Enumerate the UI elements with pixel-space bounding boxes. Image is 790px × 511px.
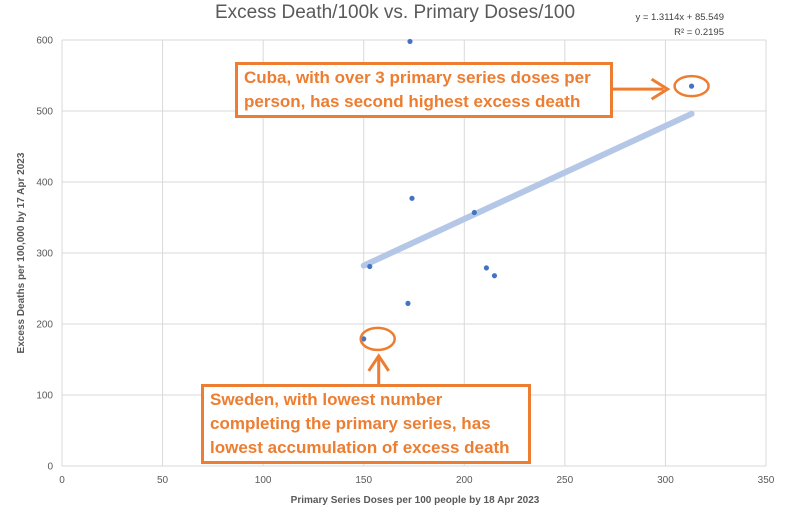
y-tick-label: 200: [36, 320, 53, 331]
y-tick-label: 300: [36, 249, 53, 260]
x-tick-label: 350: [758, 475, 775, 486]
arrow-head-cuba: [650, 77, 671, 101]
y-tick-label: 500: [36, 107, 53, 118]
y-axis-ticks: 0 100 200 300 400 500 600: [36, 36, 53, 473]
x-tick-label: 200: [456, 475, 473, 486]
x-tick-label: 0: [59, 475, 65, 486]
x-axis-ticks: 0 50 100 150 200 250 300 350: [59, 475, 775, 486]
highlight-ellipse-sweden: [359, 326, 396, 352]
trendline: [360, 110, 695, 269]
highlight-ellipse-cuba: [673, 74, 710, 98]
highlight-ellipses: [359, 74, 710, 352]
callout-cuba: Cuba, with over 3 primary series doses p…: [235, 62, 613, 118]
chart-title: Excess Death/100k vs. Primary Doses/100: [215, 2, 575, 23]
data-point: [688, 83, 695, 89]
callout-sweden: Sweden, with lowest number completing th…: [201, 384, 531, 464]
data-point: [407, 38, 413, 45]
annotation-arrows: [367, 77, 671, 384]
x-tick-label: 150: [355, 475, 372, 486]
data-point: [367, 263, 373, 270]
x-tick-label: 300: [657, 475, 674, 486]
x-tick-label: 250: [557, 475, 574, 486]
data-point: [361, 336, 367, 342]
y-tick-label: 0: [47, 462, 53, 473]
x-tick-label: 50: [157, 475, 169, 486]
y-tick-label: 100: [36, 391, 53, 402]
y-axis-label: Excess Deaths per 100,000 by 17 Apr 2023: [16, 152, 27, 353]
y-tick-label: 600: [36, 36, 53, 47]
x-axis-label: Primary Series Doses per 100 people by 1…: [291, 495, 540, 506]
data-point: [491, 273, 498, 279]
y-tick-label: 400: [36, 178, 53, 189]
trendline-r-squared: R² = 0.2195: [674, 27, 724, 38]
data-point: [483, 265, 490, 271]
trendline-equation: y = 1.3114x + 85.549: [635, 12, 724, 23]
data-points: [361, 38, 695, 342]
data-point: [405, 300, 411, 307]
arrow-head-sweden: [367, 353, 390, 372]
x-tick-label: 100: [255, 475, 272, 486]
data-point: [471, 209, 477, 216]
data-point: [409, 195, 415, 201]
